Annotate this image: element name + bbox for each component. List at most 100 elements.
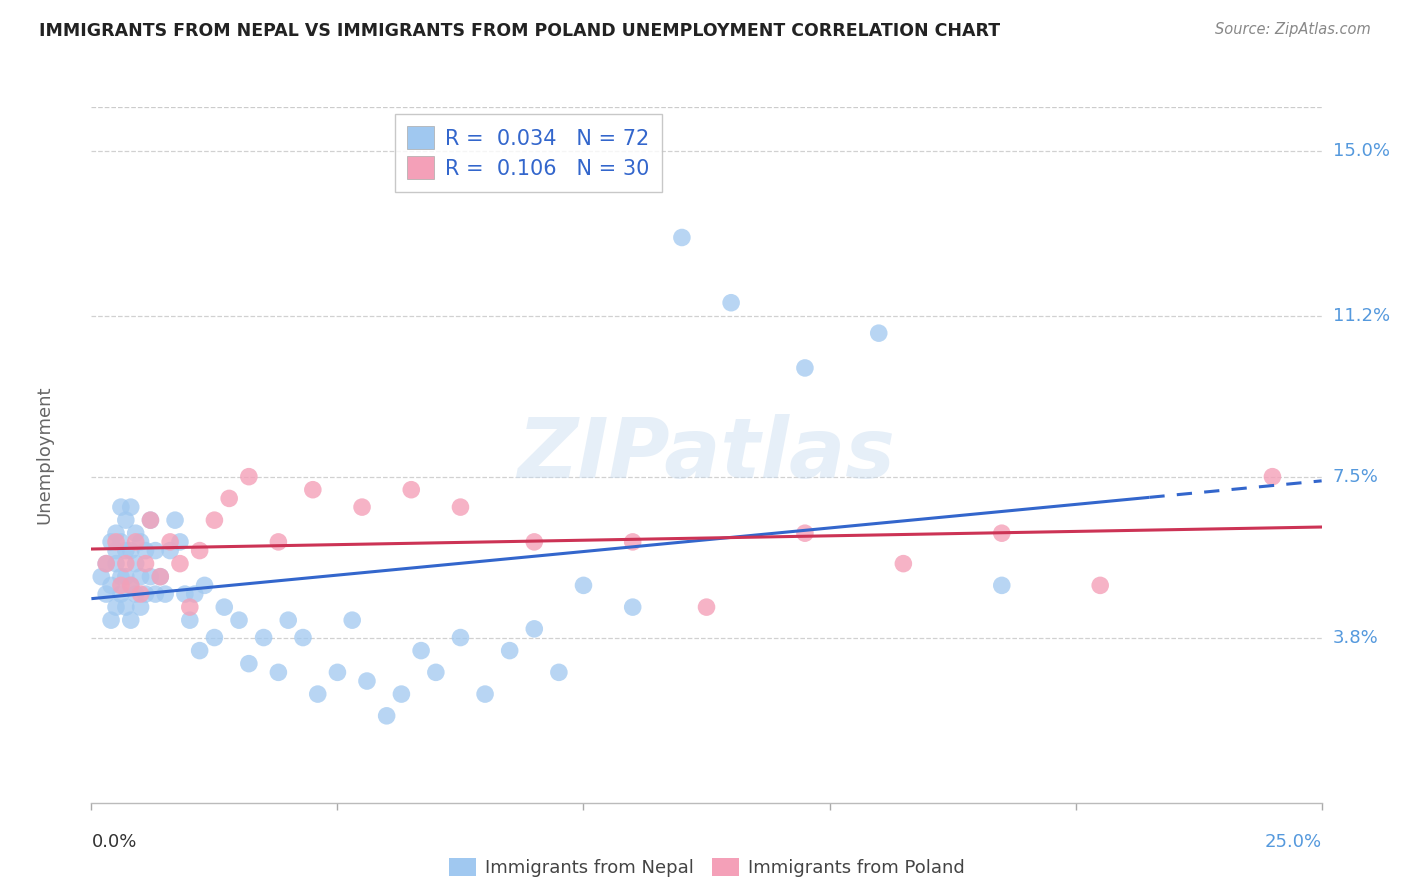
Point <box>340 613 363 627</box>
Point <box>149 570 172 584</box>
Point <box>449 500 471 514</box>
Point <box>110 587 132 601</box>
Point <box>990 526 1012 541</box>
Point <box>159 535 181 549</box>
Point <box>868 326 890 341</box>
Point <box>498 643 520 657</box>
Point <box>695 600 717 615</box>
Point <box>110 578 132 592</box>
Point <box>621 535 644 549</box>
Point <box>120 500 142 514</box>
Point <box>124 535 146 549</box>
Point <box>114 543 138 558</box>
Point <box>139 570 162 584</box>
Point <box>105 543 127 558</box>
Point <box>105 535 127 549</box>
Point <box>100 578 122 592</box>
Point <box>114 513 138 527</box>
Point <box>135 543 156 558</box>
Text: 3.8%: 3.8% <box>1333 629 1378 647</box>
Point <box>149 570 172 584</box>
Point <box>105 600 127 615</box>
Point <box>179 613 201 627</box>
Point <box>375 708 398 723</box>
Point <box>267 665 290 680</box>
Point <box>135 557 156 571</box>
Point <box>145 587 166 601</box>
Point <box>238 469 260 483</box>
Point <box>202 513 225 527</box>
Point <box>188 543 211 558</box>
Legend: Immigrants from Nepal, Immigrants from Poland: Immigrants from Nepal, Immigrants from P… <box>441 850 972 884</box>
Point <box>153 587 177 601</box>
Point <box>90 570 112 584</box>
Point <box>720 295 742 310</box>
Point <box>114 570 138 584</box>
Point <box>356 674 378 689</box>
Point <box>793 360 815 375</box>
Point <box>990 578 1012 592</box>
Point <box>120 543 142 558</box>
Point <box>547 665 569 680</box>
Point <box>188 643 211 657</box>
Point <box>100 613 122 627</box>
Point <box>110 535 132 549</box>
Point <box>474 687 496 701</box>
Point <box>169 535 191 549</box>
Point <box>105 557 127 571</box>
Point <box>202 631 225 645</box>
Point <box>139 513 162 527</box>
Point <box>179 600 201 615</box>
Point <box>124 587 146 601</box>
Point <box>621 600 644 615</box>
Point <box>238 657 260 671</box>
Text: Unemployment: Unemployment <box>35 385 53 524</box>
Point <box>523 622 546 636</box>
Text: 7.5%: 7.5% <box>1333 467 1379 485</box>
Point <box>671 230 693 244</box>
Point <box>267 535 290 549</box>
Point <box>114 557 138 571</box>
Point <box>228 613 250 627</box>
Point <box>135 587 156 601</box>
Point <box>174 587 197 601</box>
Point <box>159 543 181 558</box>
Point <box>1261 469 1284 483</box>
Point <box>389 687 413 701</box>
Point <box>409 643 432 657</box>
Point <box>129 535 152 549</box>
Point <box>96 557 117 571</box>
Point <box>169 557 191 571</box>
Point <box>129 570 152 584</box>
Point <box>277 613 299 627</box>
Point <box>114 600 138 615</box>
Point <box>523 535 546 549</box>
Point <box>425 665 447 680</box>
Point <box>291 631 314 645</box>
Point <box>129 587 152 601</box>
Text: 11.2%: 11.2% <box>1333 307 1391 325</box>
Point <box>352 500 374 514</box>
Point <box>399 483 422 497</box>
Point <box>110 500 132 514</box>
Point <box>218 491 240 506</box>
Point <box>105 526 127 541</box>
Point <box>124 557 146 571</box>
Text: 15.0%: 15.0% <box>1333 142 1389 160</box>
Point <box>326 665 349 680</box>
Point <box>572 578 595 592</box>
Text: IMMIGRANTS FROM NEPAL VS IMMIGRANTS FROM POLAND UNEMPLOYMENT CORRELATION CHART: IMMIGRANTS FROM NEPAL VS IMMIGRANTS FROM… <box>39 22 1001 40</box>
Point <box>96 557 117 571</box>
Point <box>193 578 217 592</box>
Point <box>307 687 329 701</box>
Point <box>449 631 471 645</box>
Point <box>301 483 323 497</box>
Point <box>129 600 152 615</box>
Point <box>891 557 914 571</box>
Point <box>212 600 235 615</box>
Point <box>96 587 117 601</box>
Point <box>253 631 276 645</box>
Point <box>793 526 815 541</box>
Point <box>139 513 162 527</box>
Point <box>120 578 142 592</box>
